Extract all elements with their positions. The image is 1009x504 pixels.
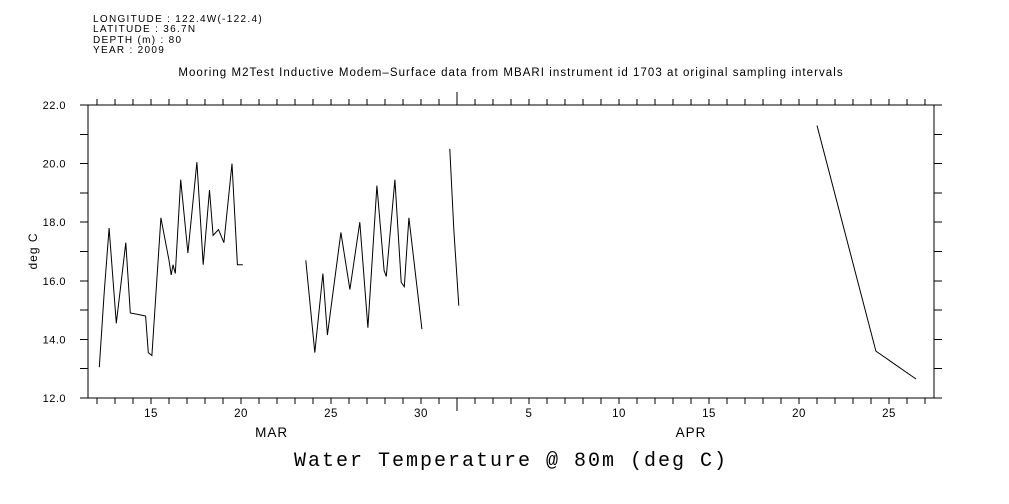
y-axis-tick-label: 18.0 bbox=[43, 217, 66, 229]
station-info-block: LONGITUDE : 122.4W(-122.4) LATITUDE : 36… bbox=[93, 14, 263, 57]
info-line-longitude: LONGITUDE : 122.4W(-122.4) bbox=[93, 14, 263, 25]
info-line-year: YEAR : 2009 bbox=[93, 45, 166, 57]
x-axis-tick-label: 25 bbox=[882, 408, 896, 420]
info-line-depth: DEPTH (m) : 80 bbox=[93, 34, 183, 46]
x-axis-tick-label: 25 bbox=[324, 408, 338, 420]
info-line-latitude: LATITUDE : 36.7N bbox=[93, 24, 197, 36]
temperature-line-segment bbox=[449, 148, 460, 306]
y-axis-tick-label: 12.0 bbox=[43, 393, 66, 405]
x-axis-tick-label: 20 bbox=[234, 408, 248, 420]
x-axis-tick-label: 30 bbox=[414, 408, 428, 420]
x-axis-tick-label: 15 bbox=[144, 408, 158, 420]
y-axis-tick-label: 20.0 bbox=[43, 159, 66, 171]
temperature-line-segment bbox=[305, 179, 423, 353]
chart-title: Mooring M2Test Inductive Modem–Surface d… bbox=[178, 67, 844, 79]
x-axis-tick-label: 5 bbox=[526, 408, 533, 420]
x-axis-tick-label: 10 bbox=[612, 408, 626, 420]
y-axis-tick-label: 22.0 bbox=[43, 100, 66, 112]
temperature-line-segment bbox=[98, 162, 243, 368]
temperature-line-segment bbox=[816, 125, 917, 380]
chart-bottom-title: Water Temperature @ 80m (deg C) bbox=[293, 450, 729, 473]
plot-frame bbox=[87, 104, 935, 399]
x-axis-tick-label: 20 bbox=[792, 408, 806, 420]
x-axis-month-label: APR bbox=[676, 425, 707, 440]
y-axis-tick-label: 14.0 bbox=[43, 334, 66, 346]
x-axis-month-label: MAR bbox=[255, 425, 288, 440]
x-axis-tick-label: 15 bbox=[702, 408, 716, 420]
y-axis-title: deg C bbox=[26, 232, 40, 269]
y-axis-tick-label: 16.0 bbox=[43, 276, 66, 288]
